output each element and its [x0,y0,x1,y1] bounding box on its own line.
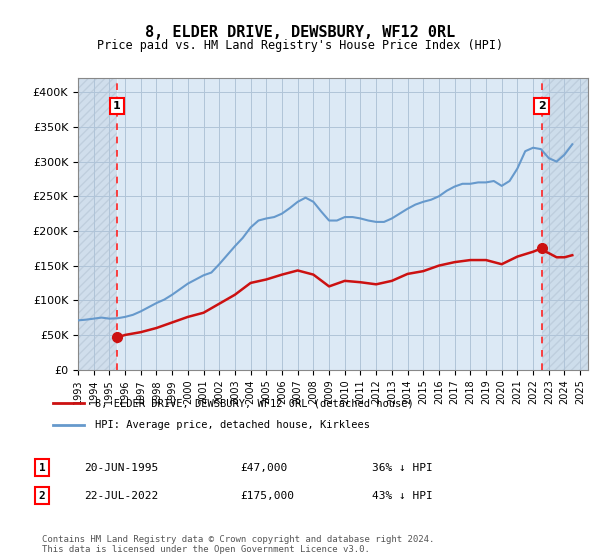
Text: £175,000: £175,000 [240,491,294,501]
Text: £47,000: £47,000 [240,463,287,473]
Text: HPI: Average price, detached house, Kirklees: HPI: Average price, detached house, Kirk… [95,421,370,431]
Text: 36% ↓ HPI: 36% ↓ HPI [372,463,433,473]
Text: 1: 1 [38,463,46,473]
Text: 20-JUN-1995: 20-JUN-1995 [84,463,158,473]
Bar [78,78,117,370]
Text: 8, ELDER DRIVE, DEWSBURY, WF12 0RL (detached house): 8, ELDER DRIVE, DEWSBURY, WF12 0RL (deta… [95,398,413,408]
Text: 22-JUL-2022: 22-JUL-2022 [84,491,158,501]
Text: 2: 2 [38,491,46,501]
Text: Price paid vs. HM Land Registry's House Price Index (HPI): Price paid vs. HM Land Registry's House … [97,39,503,52]
Text: 8, ELDER DRIVE, DEWSBURY, WF12 0RL: 8, ELDER DRIVE, DEWSBURY, WF12 0RL [145,25,455,40]
Text: 1: 1 [113,101,121,111]
Bar [542,78,588,370]
Bar [78,78,117,370]
Text: 2: 2 [538,101,545,111]
Text: Contains HM Land Registry data © Crown copyright and database right 2024.
This d: Contains HM Land Registry data © Crown c… [42,535,434,554]
Text: 43% ↓ HPI: 43% ↓ HPI [372,491,433,501]
